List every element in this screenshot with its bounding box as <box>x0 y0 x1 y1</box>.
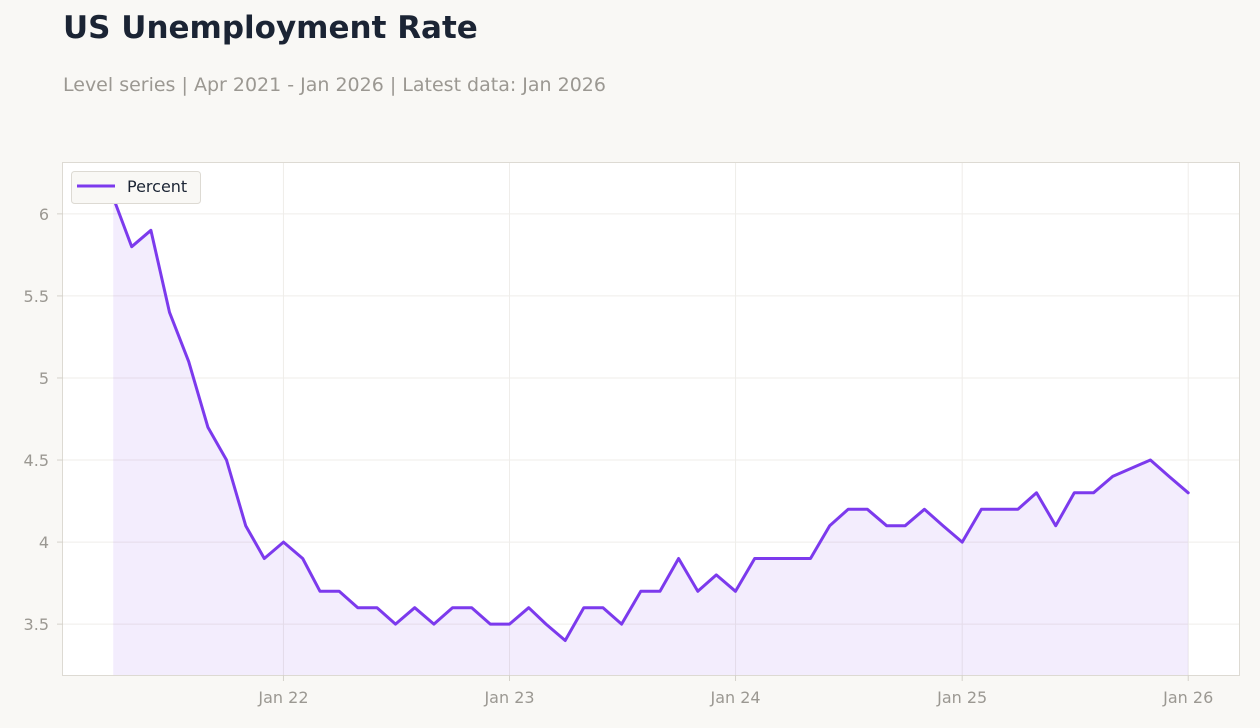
legend: Percent <box>71 171 201 204</box>
data-layer <box>111 196 1190 675</box>
axis-labels: 3.5 4 4.5 5 5.5 6 Jan 22 Jan 23 Jan 24 Jan 25 Jan … <box>24 205 1214 707</box>
grid-lines <box>63 163 1239 675</box>
x-tick-label: Jan 22 <box>257 688 308 707</box>
x-tick-label: Jan 24 <box>709 688 760 707</box>
series-line <box>111 196 1190 642</box>
legend-box <box>71 171 201 204</box>
y-tick-label: 5.5 <box>24 287 49 306</box>
x-tick-label: Jan 23 <box>483 688 534 707</box>
chart-subtitle: Level series | Apr 2021 - Jan 2026 | Lat… <box>63 74 606 96</box>
y-tick-label: 4 <box>39 533 49 552</box>
x-tick-label: Jan 25 <box>936 688 987 707</box>
series-area <box>113 197 1189 675</box>
y-tick-label: 3.5 <box>24 615 49 634</box>
y-tick-label: 5 <box>39 369 49 388</box>
y-tick-label: 6 <box>39 205 49 224</box>
y-tick-label: 4.5 <box>24 451 49 470</box>
chart-title: US Unemployment Rate <box>63 10 478 46</box>
x-tick-label: Jan 26 <box>1162 688 1213 707</box>
legend-label: Percent <box>127 177 187 196</box>
